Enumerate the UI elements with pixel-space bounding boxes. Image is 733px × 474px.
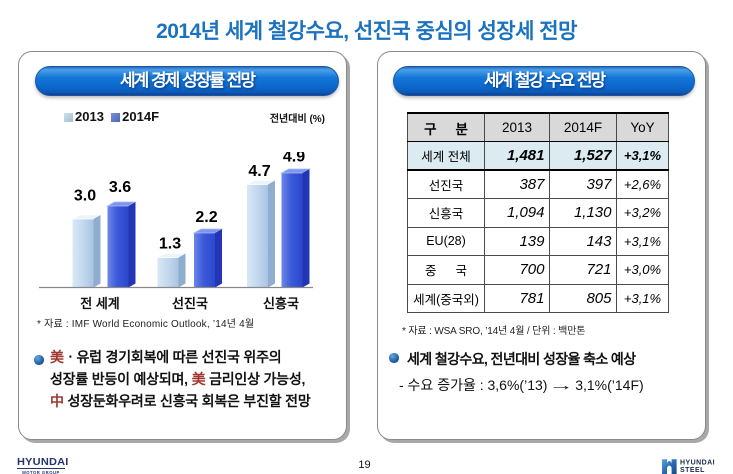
svg-text:HYUNDAI: HYUNDAI: [680, 460, 715, 467]
svg-text:STEEL: STEEL: [680, 467, 705, 474]
svg-text:2.2: 2.2: [195, 209, 217, 226]
svg-text:4.7: 4.7: [248, 163, 270, 180]
svg-text:3.6: 3.6: [109, 179, 131, 196]
svg-text:1.3: 1.3: [159, 236, 181, 253]
svg-text:4.9: 4.9: [283, 152, 305, 166]
svg-text:3.0: 3.0: [74, 188, 96, 205]
